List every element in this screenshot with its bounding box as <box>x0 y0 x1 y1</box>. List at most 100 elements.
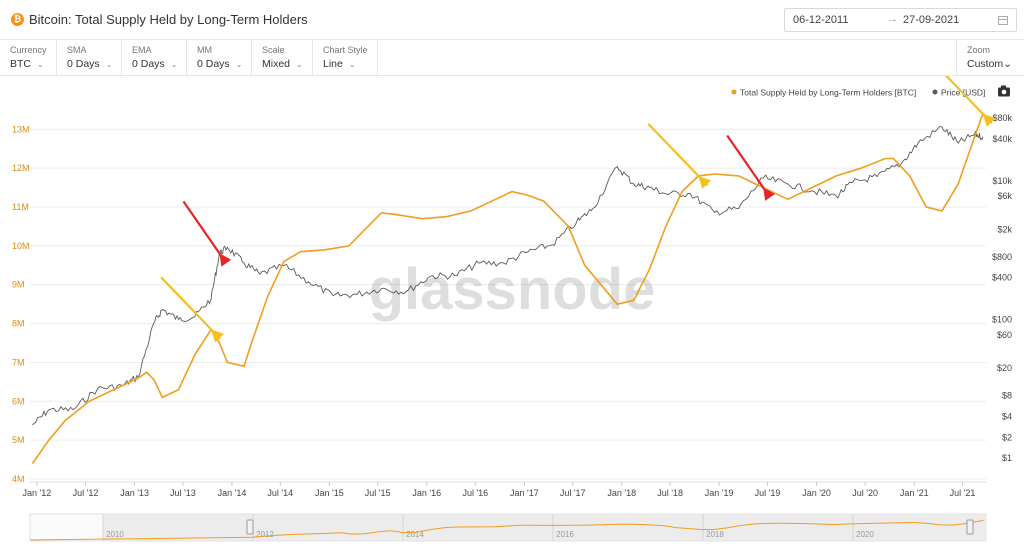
navigator-year-label: 2018 <box>706 530 724 539</box>
navigator-handle[interactable] <box>246 519 254 535</box>
y-right-tick-label: $400 <box>992 273 1012 283</box>
camera-icon[interactable] <box>998 85 1010 97</box>
currency-select[interactable]: Currency BTC ⌄ <box>0 40 57 75</box>
y-right-tick-label: $1 <box>1002 453 1012 463</box>
mm-value: 0 Days <box>197 58 230 70</box>
y-left-tick-label: 13M <box>12 124 30 134</box>
y-axis-left: 4M 5M 6M 7M 8M 9M 10M 11M 12M 13M <box>12 124 30 484</box>
arrow-head <box>698 175 712 189</box>
arrow-shaft <box>726 134 771 198</box>
mm-select[interactable]: MM 0 Days ⌄ <box>187 40 252 75</box>
calendar-icon[interactable] <box>998 16 1008 25</box>
arrow-shaft <box>647 123 709 187</box>
navigator-selection <box>103 514 986 541</box>
x-tick-label: Jan '12 <box>23 488 52 498</box>
navigator-series-line <box>29 519 984 541</box>
x-tick-label: Jul '15 <box>365 488 391 498</box>
x-tick-label: Jul '21 <box>950 488 976 498</box>
y-left-tick-label: 7M <box>12 357 25 367</box>
y-left-tick-label: 11M <box>12 202 29 212</box>
x-tick-label: Jan '13 <box>120 488 149 498</box>
sma-value: 0 Days <box>67 58 100 70</box>
chevron-down-icon: ⌄ <box>105 60 113 69</box>
y-right-tick-label: $100 <box>992 314 1012 324</box>
scale-label: Scale <box>262 45 285 55</box>
y-left-tick-label: 8M <box>12 319 25 329</box>
y-right-tick-label: $2 <box>1002 432 1012 442</box>
price-series-line <box>32 126 984 426</box>
y-left-tick-label: 10M <box>12 241 30 251</box>
arrow-right-icon: → <box>887 13 898 25</box>
currency-label: Currency <box>10 45 47 55</box>
annotation-arrow <box>726 134 775 201</box>
x-tick-label: Jul '12 <box>73 488 99 498</box>
range-navigator[interactable]: 2010 2012 2014 2016 2018 2020 <box>29 513 987 542</box>
navigator-year-label: 2020 <box>856 530 874 539</box>
y-right-tick-label: $40k <box>992 134 1012 144</box>
x-tick-label: Jul '14 <box>267 488 293 498</box>
y-right-tick-label: $20 <box>997 363 1012 373</box>
legend-swatch-price <box>932 89 938 95</box>
legend: Total Supply Held by Long-Term Holders [… <box>731 85 1010 98</box>
chart-area: glassnode Total Supply Held by Long-Term… <box>12 76 1012 542</box>
lth-series-line <box>31 113 984 464</box>
y-left-tick-label: 5M <box>12 435 25 445</box>
chart-style-select[interactable]: Chart Style Line ⌄ <box>313 40 378 75</box>
x-axis: Jan '12 Jul '12 Jan '13 Jul '13 Jan '14 Jul '… <box>23 481 986 498</box>
navigator-year-label: 2016 <box>556 530 574 539</box>
y-right-tick-label: $4 <box>1002 411 1012 421</box>
date-range-picker[interactable]: 06-12-2011 → 27-09-2021 <box>784 8 1017 32</box>
y-left-tick-label: 12M <box>12 163 30 173</box>
x-tick-label: Jan '18 <box>607 488 636 498</box>
x-tick-label: Jan '21 <box>900 488 929 498</box>
scale-value: Mixed <box>262 58 291 70</box>
date-to-input[interactable]: 27-09-2021 <box>903 14 960 26</box>
x-tick-label: Jul '16 <box>462 488 488 498</box>
ema-value: 0 Days <box>132 58 165 70</box>
navigator-year-label: 2012 <box>256 530 274 539</box>
chevron-down-icon: ⌄ <box>1003 58 1012 70</box>
x-tick-label: Jul '17 <box>560 488 586 498</box>
arrow-shaft <box>160 276 221 340</box>
chevron-down-icon: ⌄ <box>235 60 243 69</box>
chevron-down-icon: ⌄ <box>37 60 44 69</box>
arrow-head <box>982 113 996 127</box>
annotation-arrow <box>944 76 996 127</box>
legend-label-lth: Total Supply Held by Long-Term Holders [… <box>740 88 916 98</box>
legend-swatch-lth <box>731 89 737 95</box>
x-tick-label: Jan '14 <box>218 488 247 498</box>
arrow-head <box>219 253 232 267</box>
navigator-handle[interactable] <box>966 519 974 535</box>
y-right-tick-label: $80k <box>992 113 1012 123</box>
chevron-down-icon: ⌄ <box>348 60 356 69</box>
chart-style-label: Chart Style <box>323 45 368 55</box>
y-left-tick-label: 6M <box>12 396 25 406</box>
y-right-tick-label: $60 <box>997 330 1012 340</box>
currency-value: BTC <box>10 58 31 70</box>
ema-select[interactable]: EMA 0 Days ⌄ <box>122 40 187 75</box>
sma-label: SMA <box>67 45 87 55</box>
y-right-tick-label: $6k <box>997 191 1012 201</box>
annotation-arrow <box>160 276 224 343</box>
y-left-tick-label: 9M <box>12 280 25 290</box>
annotation-arrows <box>160 76 996 343</box>
y-right-tick-label: $10k <box>992 176 1012 186</box>
y-right-tick-label: $800 <box>992 252 1012 262</box>
zoom-select[interactable]: Zoom Custom⌄ <box>956 40 1024 75</box>
x-tick-label: Jan '20 <box>802 488 831 498</box>
date-from-input[interactable]: 06-12-2011 <box>793 14 849 26</box>
arrow-head <box>211 329 224 343</box>
annotation-arrow <box>182 200 232 267</box>
zoom-value: Custom <box>967 58 1004 70</box>
chevron-down-icon: ⌄ <box>170 60 178 69</box>
x-tick-label: Jan '16 <box>412 488 441 498</box>
x-tick-label: Jul '13 <box>170 488 196 498</box>
scale-select[interactable]: Scale Mixed ⌄ <box>252 40 313 75</box>
annotation-arrow <box>647 123 712 189</box>
x-tick-label: Jul '19 <box>755 488 781 498</box>
bitcoin-icon: ₿ <box>11 13 24 26</box>
chevron-down-icon: ⌄ <box>296 60 303 69</box>
sma-select[interactable]: SMA 0 Days ⌄ <box>57 40 122 75</box>
x-tick-label: Jul '18 <box>657 488 683 498</box>
x-tick-label: Jul '20 <box>852 488 878 498</box>
